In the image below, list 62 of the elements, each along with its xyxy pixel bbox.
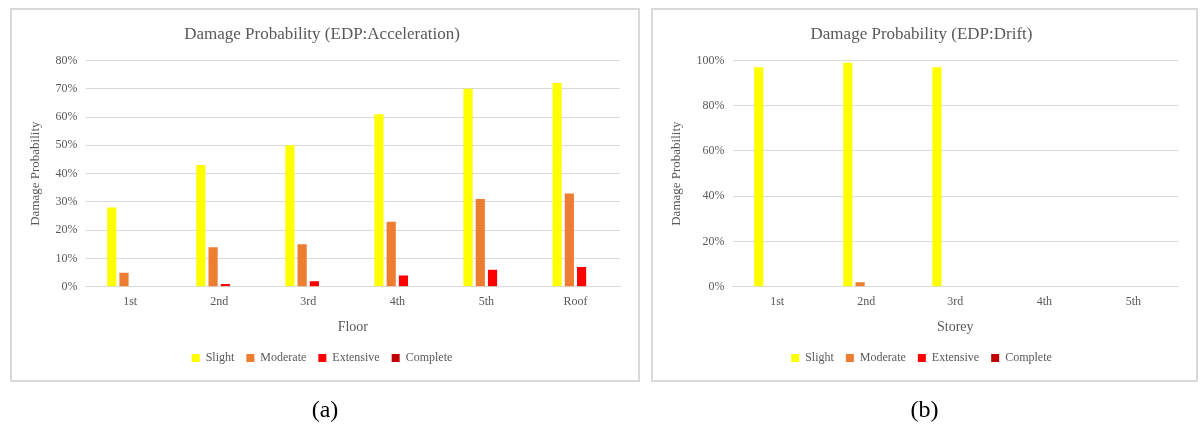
x-tick-label: 2nd <box>210 294 229 309</box>
x-tick-label: 4th <box>1036 294 1053 309</box>
x-tick-label: 1st <box>770 294 785 309</box>
y-tick-label: 60% <box>55 109 78 124</box>
y-tick-label: 80% <box>702 97 725 112</box>
y-tick-label: 20% <box>55 222 78 237</box>
x-tick-label: 1st <box>123 294 138 309</box>
y-tick-label: 20% <box>702 233 725 248</box>
legend-label: Moderate <box>260 350 307 365</box>
y-tick-label: 70% <box>55 80 78 95</box>
y-tick-label: 0% <box>61 278 78 293</box>
bar <box>386 221 396 287</box>
bar <box>463 88 473 287</box>
bar <box>843 62 853 287</box>
x-tick-label: 5th <box>478 294 495 309</box>
text: (b) <box>909 396 940 423</box>
y-axis-title: Damage Probability <box>668 120 684 226</box>
y-tick-label: 50% <box>55 137 78 152</box>
bar <box>107 207 117 287</box>
bar <box>285 145 295 287</box>
bar <box>297 244 307 287</box>
bar <box>196 165 206 287</box>
legend-label: Slight <box>205 350 236 365</box>
bar <box>475 199 485 287</box>
bar <box>208 247 218 287</box>
chart-title: Damage Probability (EDP:Acceleration) <box>184 23 460 43</box>
legend-label: Complete <box>1005 350 1052 365</box>
bar <box>552 83 562 287</box>
x-tick-label: 3rd <box>947 294 964 309</box>
y-tick-label: 10% <box>55 250 78 265</box>
x-tick-label: 4th <box>389 294 405 309</box>
y-tick-label: 40% <box>55 165 78 180</box>
y-tick-label: 100% <box>696 52 725 67</box>
legend-label: Extensive <box>332 350 380 365</box>
bar <box>564 193 574 287</box>
bar <box>309 281 319 287</box>
x-tick-label: 3rd <box>300 294 317 309</box>
y-axis-title: Damage Probability <box>27 120 43 226</box>
legend-label: Complete <box>405 350 453 365</box>
bar <box>855 282 865 287</box>
bar <box>374 114 384 287</box>
y-tick-label: 30% <box>55 194 78 209</box>
x-axis-title: Storey <box>937 319 974 335</box>
bar <box>754 67 764 287</box>
y-tick-label: 60% <box>702 143 725 158</box>
bar <box>932 67 942 287</box>
legend-label: Extensive <box>931 350 980 365</box>
chart-title: Damage Probability (EDP:Drift) <box>810 23 1033 43</box>
x-tick-label: 5th <box>1125 294 1142 309</box>
x-tick-label: 2nd <box>857 294 876 309</box>
y-tick-label: 40% <box>702 188 725 203</box>
bar <box>398 275 409 287</box>
bar <box>487 269 498 287</box>
text: (a) <box>310 396 340 423</box>
x-axis-title: Floor <box>337 319 369 335</box>
y-tick-label: 80% <box>55 52 78 67</box>
bar <box>119 272 129 287</box>
y-tick-label: 0% <box>708 278 725 293</box>
legend-label: Moderate <box>859 350 906 365</box>
x-tick-label: Roof <box>563 294 588 309</box>
legend-label: Slight <box>805 350 835 365</box>
bar <box>577 266 587 287</box>
